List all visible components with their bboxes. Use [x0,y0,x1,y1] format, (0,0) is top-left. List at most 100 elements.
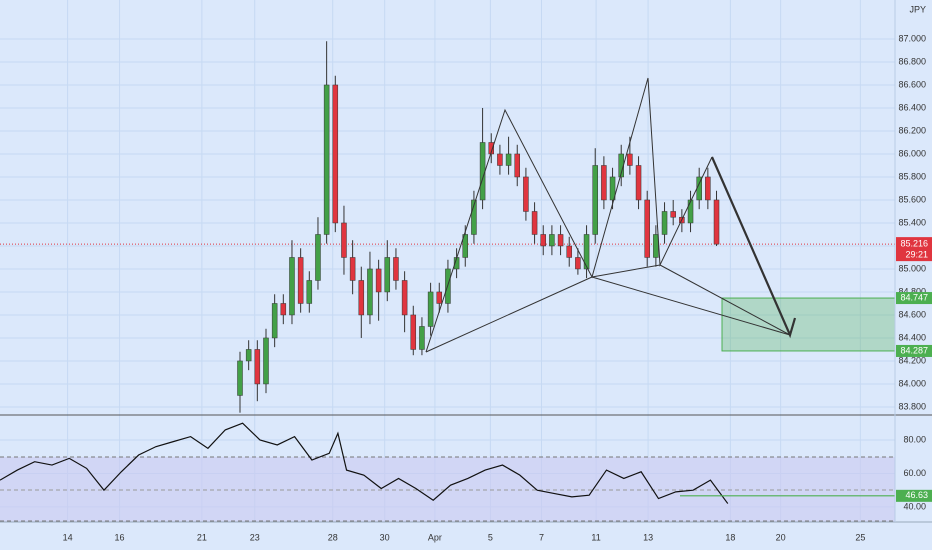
candle-body [644,199,650,258]
currency-label: JPY [909,4,926,14]
x-tick-label: 23 [250,532,260,542]
candle-body [670,211,676,218]
pattern-leg [425,276,593,353]
y-tick-label: 83.800 [898,401,926,411]
candle-body [289,257,295,316]
last-price-box [896,237,932,262]
candle-body [514,153,520,178]
x-tick-label: 30 [380,532,390,542]
candle-body [557,234,564,247]
candle-body [566,245,572,258]
x-tick-label: 7 [539,532,544,542]
candle-body [332,84,339,224]
x-tick-label: 13 [643,532,653,542]
x-tick-label: 5 [488,532,493,542]
candle-body [713,199,720,245]
x-tick-label: 11 [591,532,600,542]
candle-body [575,257,581,270]
candle-body [271,303,278,339]
zone-label: 84.287 [900,345,928,355]
candle-body [653,234,659,258]
zone-label-box [896,292,932,305]
candle-body [297,257,304,304]
candle-body [393,257,399,281]
y-tick-label: 84.400 [898,332,926,342]
candle-body [471,199,477,235]
x-tick-label: 25 [855,532,865,542]
candle-body [419,326,425,350]
candle-body [627,153,633,166]
candle-body [427,291,434,327]
y-tick-label: 85.000 [898,263,926,273]
candle-body [592,165,598,235]
candle-body [254,349,261,385]
candle-body [315,234,321,281]
y-tick-label: 84.200 [898,355,926,365]
x-tick-label: 14 [63,532,73,542]
candle-body [237,360,243,396]
y-tick-label: 85.600 [898,194,926,204]
x-tick-label: 20 [776,532,786,542]
y-tick-label: 84.800 [898,286,926,296]
candle-body [410,314,417,350]
y-tick-label: 84.000 [898,378,926,388]
rsi-ma-box [896,489,932,502]
candle-body [505,153,512,166]
candle-body [661,211,668,235]
candle-body [705,176,711,201]
candle-body [523,176,529,212]
candle-body [375,268,382,293]
candle-body [263,337,269,385]
candle-body [601,165,607,201]
pattern-zigzag [425,77,713,353]
x-tick-label: 18 [725,532,735,542]
y-tick-label: 86.800 [898,56,926,66]
pattern-leg [591,264,661,278]
candle-body [349,257,356,281]
target-zone [721,297,896,352]
y-tick-label: 87.000 [898,33,926,43]
x-tick-label: 16 [115,532,125,542]
candle-body [488,142,495,155]
x-tick-label: Apr [428,532,442,542]
labels: 14 16 21 23 28 30 Apr 5 7 11 13 18 20 25 83.800 84.000 8… [63,33,932,542]
candle-body [583,234,590,270]
candle-body [462,234,469,258]
y-tick-label: 86.000 [898,148,926,158]
candle-body [609,176,616,201]
pattern-leg [591,276,791,336]
projection-arrow [710,156,797,339]
candle-body [341,222,347,258]
candle-body [323,84,330,235]
candle-body [635,165,642,201]
x-tick-label: 21 [197,532,207,542]
y-tick-label: 60.00 [903,468,926,478]
candle-body [549,234,555,247]
marks [0,41,896,504]
candle-body [367,268,373,316]
candle-body [531,211,538,235]
y-tick-label: 40.00 [903,501,926,511]
zone-label: 84.747 [900,292,928,302]
y-tick-label: 86.400 [898,102,926,112]
candle-body [358,280,365,316]
zone-label-box [896,344,932,357]
y-tick-label: 86.200 [898,125,926,135]
y-tick-label: 85.800 [898,171,926,181]
candle-body [436,291,443,304]
rsi-line [0,422,729,504]
candle-body [401,280,408,316]
countdown-label: 29:21 [905,249,928,259]
y-tick-label: 84.600 [898,309,926,319]
rsi-ma-label: 46.63 [905,490,928,500]
candle-body [687,199,694,224]
y-tick-label: 85.400 [898,217,926,227]
y-tick-label: 80.00 [903,434,926,444]
candle-body [245,349,252,362]
candle-body [497,153,503,166]
candle-body [306,280,313,304]
candle-body [540,234,546,247]
y-tick-label: 86.600 [898,79,926,89]
